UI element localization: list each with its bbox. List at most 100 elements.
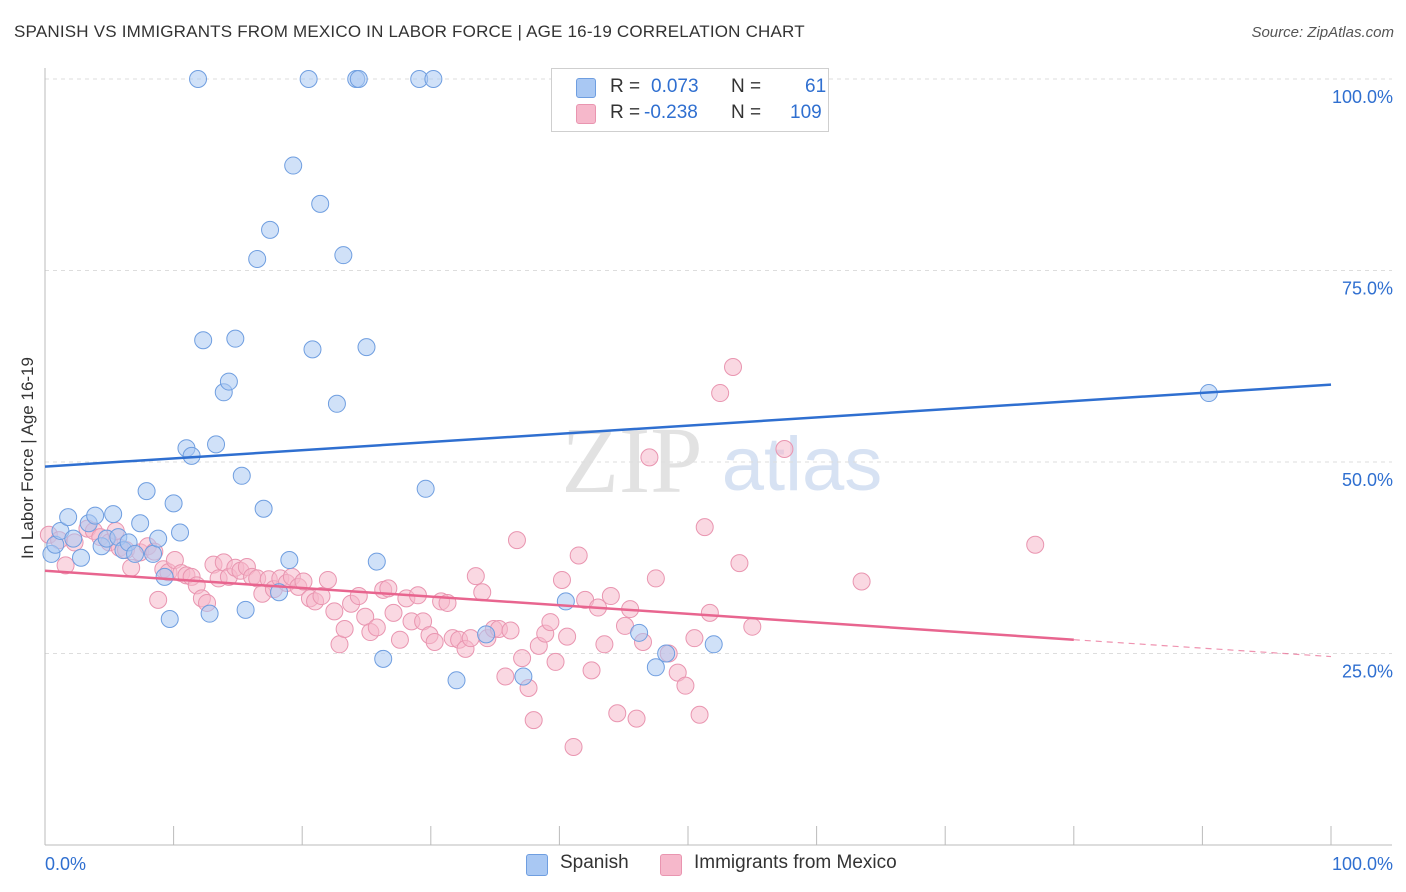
spanish-point: [64, 529, 83, 548]
spanish-point: [232, 466, 251, 485]
spanish-trend-line: [44, 383, 1332, 468]
spanish-point: [334, 246, 353, 265]
mexico-point: [513, 649, 532, 668]
mexico-point: [730, 554, 749, 573]
mexico-point: [312, 587, 331, 606]
mexico-point: [507, 531, 526, 550]
mexico-point: [349, 587, 368, 606]
spanish-point: [104, 505, 123, 524]
spanish-point: [367, 552, 386, 571]
spanish-point: [164, 494, 183, 513]
spanish-point: [311, 194, 330, 213]
chart-title: SPANISH VS IMMIGRANTS FROM MEXICO IN LAB…: [14, 22, 805, 41]
mexico-point: [325, 602, 344, 621]
n-value: 109: [790, 102, 822, 123]
y-tick-label: 75.0%: [1342, 279, 1393, 299]
mexico-point: [330, 635, 349, 654]
mexico-point: [569, 546, 588, 565]
r-label: R =: [610, 102, 641, 123]
mexico-point: [601, 587, 620, 606]
spanish-point: [160, 610, 179, 629]
axes: [44, 68, 1392, 846]
spanish-point: [72, 548, 91, 567]
spanish-point: [630, 623, 649, 642]
tick-labels: 25.0% 50.0% 75.0% 100.0% 0.0% 100.0%: [45, 87, 1393, 874]
mexico-point: [466, 567, 485, 586]
mexico-point: [852, 572, 871, 591]
mexico-point: [608, 704, 627, 723]
y-tick-label: 50.0%: [1342, 470, 1393, 490]
n-label: N =: [731, 76, 762, 97]
spanish-point: [149, 529, 168, 548]
spanish-point: [424, 70, 443, 88]
spanish-point: [155, 567, 174, 586]
spanish-point: [219, 372, 238, 391]
mexico-point: [496, 667, 515, 686]
watermark-zip: ZIP: [562, 409, 703, 513]
spanish-point: [86, 506, 105, 525]
spanish-point: [416, 479, 435, 498]
mexico-trend-line: [44, 569, 1074, 641]
mexico-point: [564, 737, 583, 756]
mexico-point: [524, 711, 543, 730]
mexico-point: [646, 569, 665, 588]
y-tick-label: 100.0%: [1332, 87, 1393, 107]
mexico-point: [546, 652, 565, 671]
spanish-point: [349, 70, 368, 88]
n-value: 61: [805, 76, 827, 97]
r-label: R =: [610, 76, 641, 97]
stats-box: R = 0.073 N = 61 R = -0.238 N = 109: [551, 68, 829, 132]
spanish-point: [303, 340, 322, 359]
x-tick-label: 0.0%: [45, 854, 86, 874]
mexico-point: [690, 705, 709, 724]
spanish-point: [144, 544, 163, 563]
spanish-point: [207, 435, 226, 454]
mexico-points: [39, 358, 1045, 756]
spanish-point: [374, 649, 393, 668]
mexico-point: [640, 448, 659, 467]
mexico-point: [552, 570, 571, 589]
mexico-point: [318, 570, 337, 589]
mexico-legend-swatch: [660, 854, 682, 876]
mexico-point: [595, 635, 614, 654]
spanish-point: [194, 331, 213, 350]
spanish-point: [126, 544, 145, 563]
mexico-swatch: [576, 104, 596, 124]
spanish-point: [137, 482, 156, 501]
spanish-point: [646, 658, 665, 677]
mexico-point: [700, 603, 719, 622]
grid-lines: [45, 78, 1392, 654]
n-label: N =: [731, 102, 762, 123]
mexico-trend-extension: [1073, 639, 1332, 658]
spanish-legend-swatch: [526, 854, 548, 876]
mexico-point: [775, 439, 794, 458]
mexico-point: [56, 556, 75, 575]
mexico-point: [1026, 535, 1045, 554]
spanish-point: [447, 671, 466, 690]
mexico-point: [743, 617, 762, 636]
spanish-point: [254, 499, 273, 518]
spanish-swatch: [576, 78, 596, 98]
spanish-point: [477, 625, 496, 644]
spanish-point: [556, 592, 575, 611]
mexico-point: [390, 630, 409, 649]
mexico-point: [384, 603, 403, 622]
mexico-point: [501, 621, 520, 640]
legend-label: Spanish: [560, 852, 629, 873]
spanish-point: [327, 394, 346, 413]
spanish-point: [226, 329, 245, 348]
spanish-point: [200, 604, 219, 623]
spanish-point: [657, 644, 676, 663]
spanish-point: [248, 250, 267, 269]
mexico-point: [335, 619, 354, 638]
mexico-point: [425, 633, 444, 652]
legend-label: Immigrants from Mexico: [694, 852, 897, 873]
mexico-point: [627, 709, 646, 728]
mexico-point: [685, 629, 704, 648]
mexico-point: [541, 613, 560, 632]
spanish-point: [704, 635, 723, 654]
source-label: Source: ZipAtlas.com: [1251, 24, 1394, 41]
spanish-point: [59, 508, 78, 527]
spanish-point: [284, 156, 303, 175]
spanish-point: [189, 70, 208, 88]
